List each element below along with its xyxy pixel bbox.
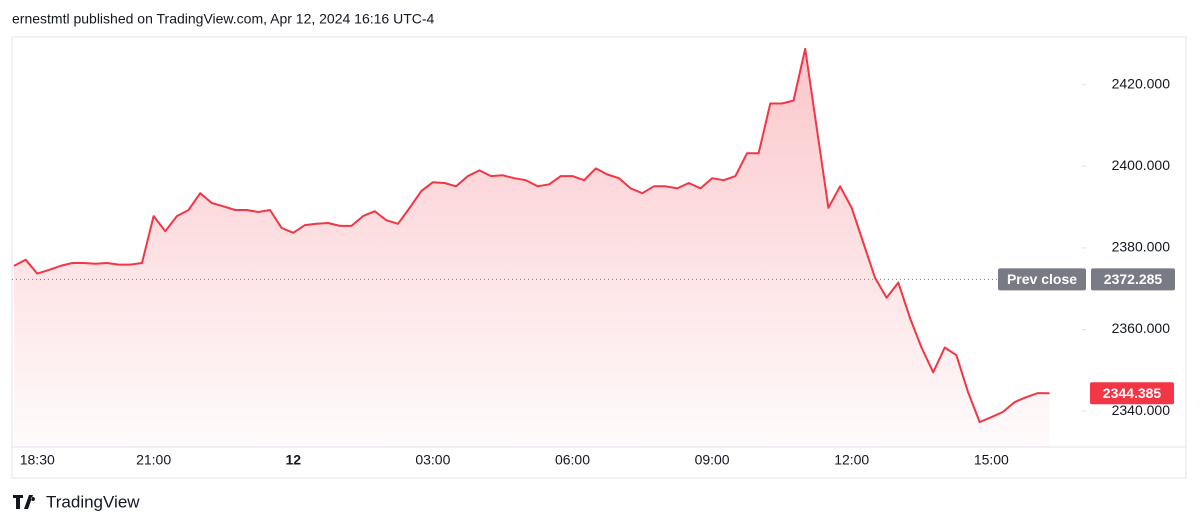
x-tick-label: 21:00 (136, 452, 171, 468)
y-tick-label: 2360.000 (1112, 320, 1171, 336)
price-line (13, 47, 1050, 424)
logo (13, 495, 36, 509)
last-price-tag (1090, 382, 1174, 405)
prev-close-text: Prev close (1007, 271, 1077, 287)
x-tick-label: 12:00 (834, 452, 869, 468)
x-tick-label: 18:30 (20, 452, 55, 468)
header: ernestmtl published on TradingView.com, … (12, 11, 435, 27)
prev-close-value: 2372.285 (1104, 271, 1163, 287)
x-tick-label: 06:00 (555, 452, 590, 468)
area-fill (14, 48, 1050, 448)
last-price-label: 2344.385 (1103, 385, 1162, 401)
prev-close-value-tag (1091, 268, 1175, 291)
x-tick-label: 09:00 (695, 452, 730, 468)
x-tick-label: 03:00 (415, 452, 450, 468)
y-tick-label: 2420.000 (1112, 75, 1171, 91)
x-tick-label: 12 (285, 452, 301, 468)
prev-close-tag (998, 268, 1086, 291)
y-tick-label: 2380.000 (1112, 239, 1171, 255)
frame (11, 36, 1187, 479)
x-tick-label: 15:00 (974, 452, 1009, 468)
footer-brand: TradingView (46, 492, 140, 511)
y-tick-label: 2340.000 (1112, 402, 1171, 418)
y-tick-label: 2400.000 (1112, 157, 1171, 173)
